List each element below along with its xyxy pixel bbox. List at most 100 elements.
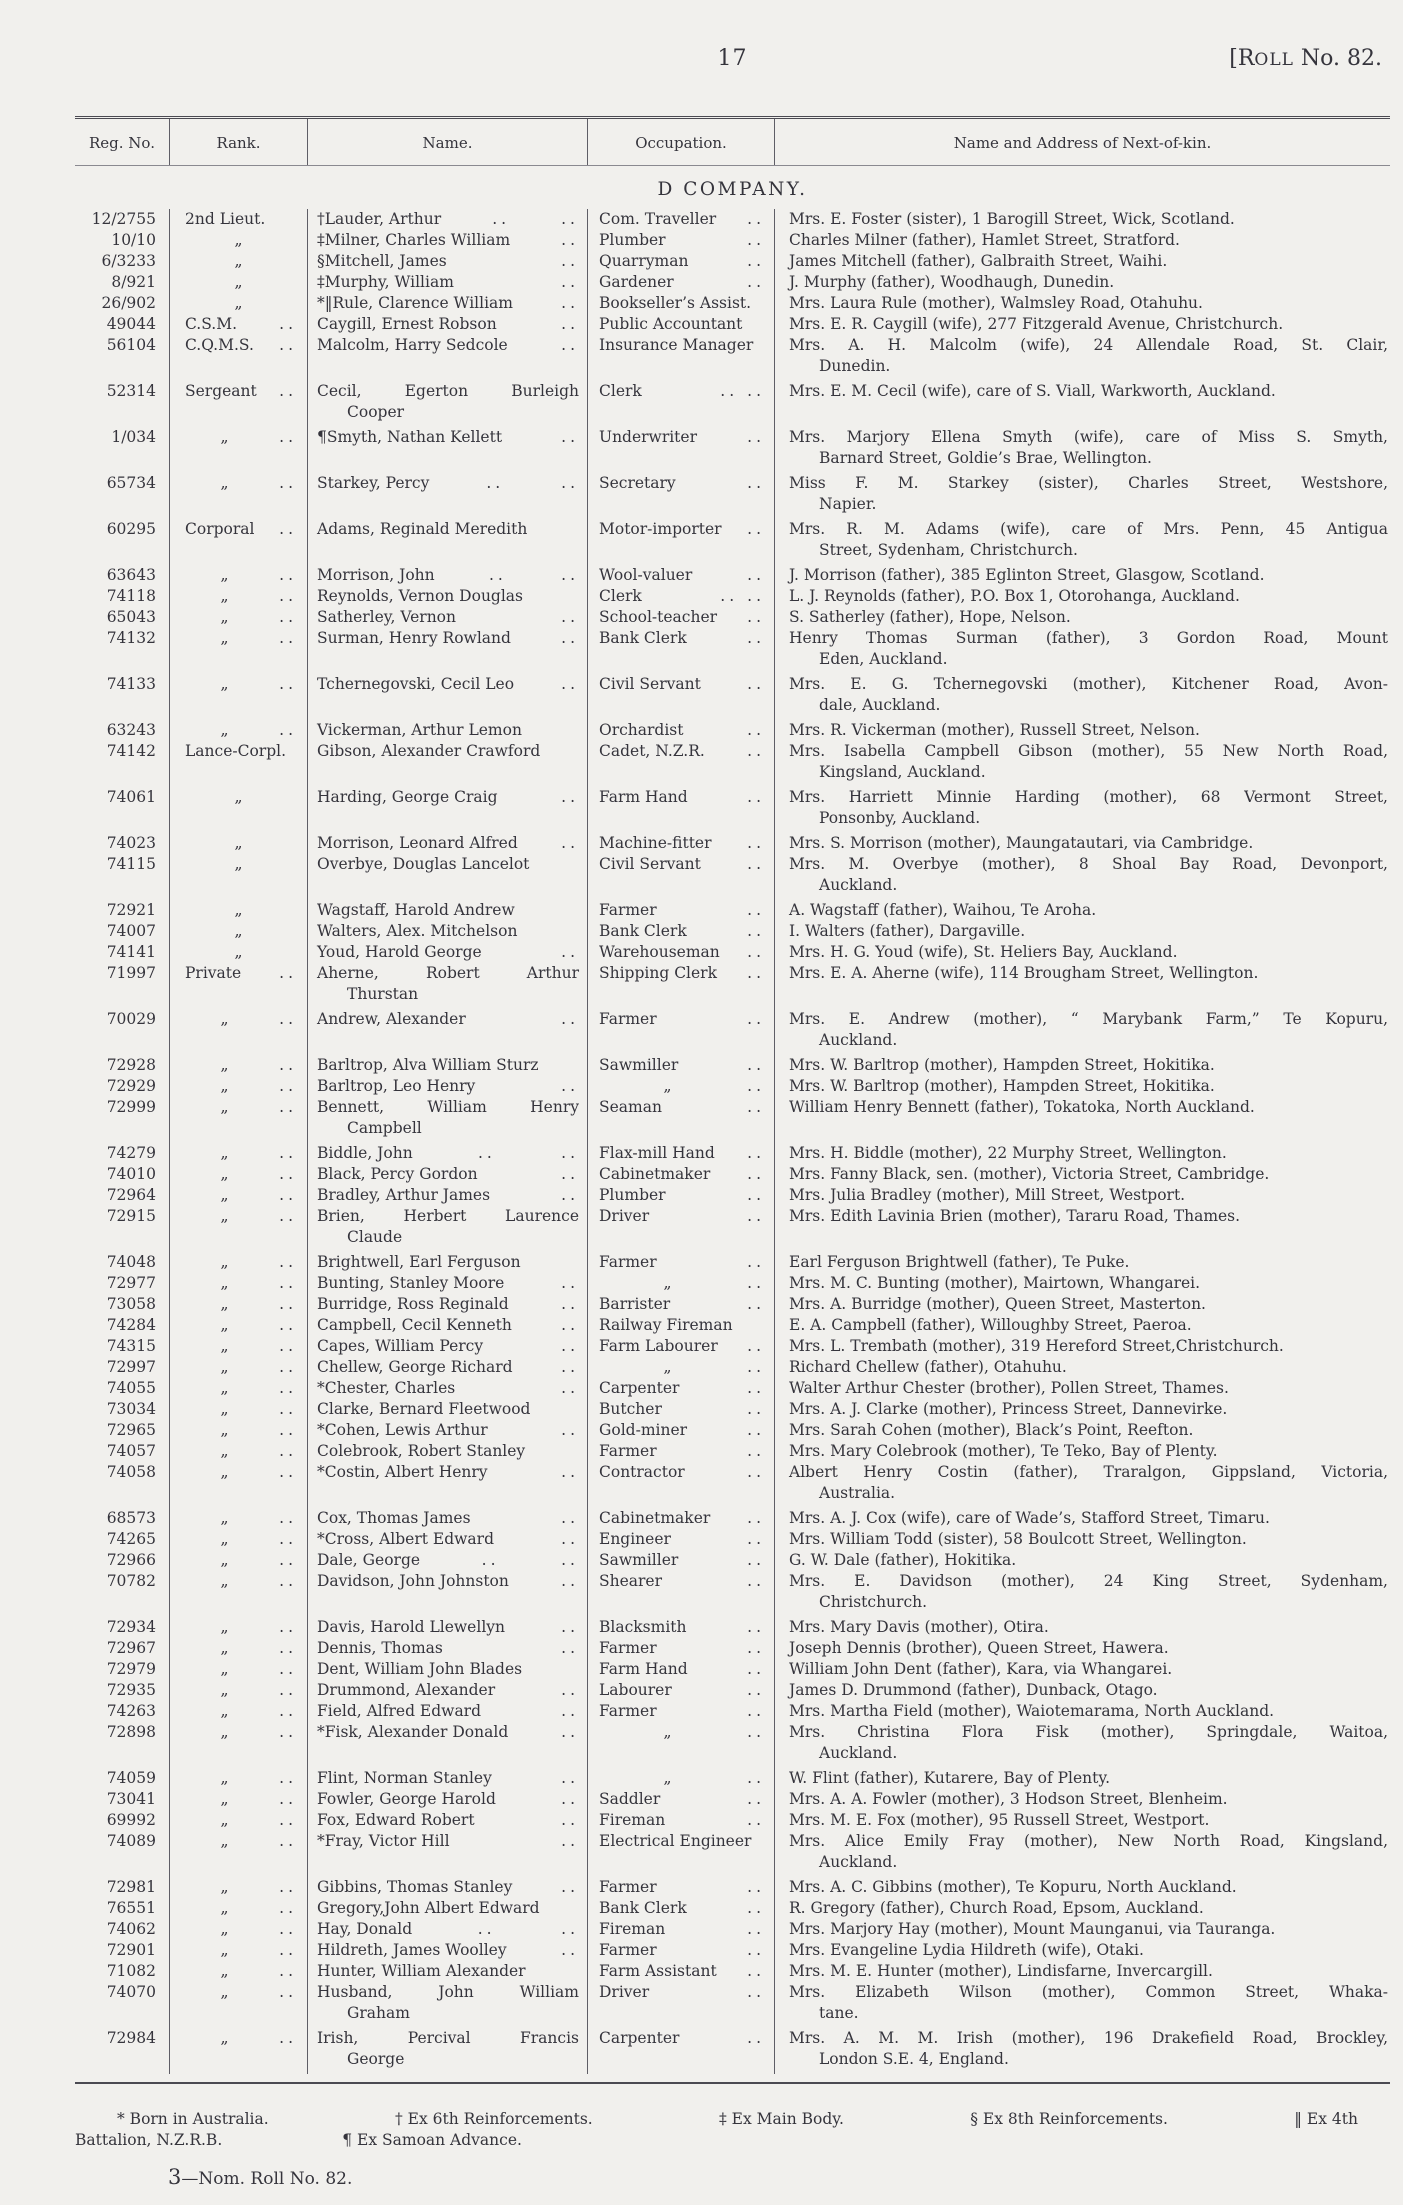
occupation-value: Farmer	[599, 1639, 657, 1657]
next-of-kin-line-1: Henry Thomas Surman (father), 3 Gordon R…	[789, 629, 1388, 647]
next-of-kin-cell: Mrs. A. C. Gibbins (mother), Te Kopuru, …	[775, 1877, 1390, 1898]
leader-dots: ..	[279, 2029, 297, 2047]
next-of-kin-cell: Walter Arthur Chester (brother), Pollen …	[775, 1378, 1390, 1399]
occupation-cell: Quarryman..	[588, 251, 775, 272]
rank-cell: C.Q.M.S...	[170, 335, 308, 381]
reg-no-value: 72967	[106, 1639, 156, 1657]
leader-dots: ..	[747, 1639, 765, 1657]
footnote-item: § Ex 8th Reinforcements.	[970, 2110, 1168, 2128]
leader-dots: ..	[747, 1769, 765, 1787]
leader-dots: ..	[561, 1878, 579, 1896]
leader-dots: ..	[279, 1010, 297, 1028]
reg-no-value: 74089	[106, 1832, 156, 1850]
next-of-kin-cell: Mrs. Julia Bradley (mother), Mill Street…	[775, 1185, 1390, 1206]
next-of-kin-cell: Mrs. M. E. Hunter (mother), Lindisfarne,…	[775, 1961, 1390, 1982]
occupation-value: Fireman	[599, 1811, 666, 1829]
leader-dots: ..	[561, 1639, 579, 1657]
leader-dots: ..	[747, 1463, 765, 1481]
leader-dots: ..	[747, 742, 765, 760]
next-of-kin-line-1: Albert Henry Costin (father), Traralgon,…	[789, 1463, 1388, 1481]
name-cell: Field, Alfred Edward..	[308, 1701, 588, 1722]
occupation-cell: Plumber..	[588, 230, 775, 251]
occupation-value: Quarryman	[599, 252, 689, 270]
reg-no-cell: 74007	[75, 921, 170, 942]
occupation-value: Bank Clerk	[599, 1899, 687, 1917]
table-row: 73041 „.. Fowler, George Harold.. Saddler..…	[75, 1789, 1390, 1810]
name-cell: Adams, Reginald Meredith	[308, 519, 588, 565]
leader-dots: ..	[561, 675, 579, 693]
name-line-2: Cooper	[347, 403, 405, 421]
reg-no-value: 74279	[106, 1144, 156, 1162]
leader-dots: ..	[279, 1253, 297, 1271]
rank-cell: „..	[170, 1940, 308, 1961]
next-of-kin-cell: William John Dent (father), Kara, via Wh…	[775, 1659, 1390, 1680]
occupation-cell: Clerk....	[588, 381, 775, 427]
table-row: 74142 Lance-Corpl. Gibson, Alexander Crawf…	[75, 741, 1390, 787]
rank-ditto-mark: „	[220, 1400, 229, 1418]
name-value: Overbye, Douglas Lancelot	[317, 855, 530, 873]
leader-dots: ..	[279, 428, 297, 446]
leader-dots: ..	[279, 1186, 297, 1204]
rank-ditto-mark: „	[220, 1295, 229, 1313]
leader-dots: ..	[747, 1358, 765, 1376]
occupation-cell: Motor-importer..	[588, 519, 775, 565]
rank-value: C.Q.M.S.	[185, 336, 254, 354]
reg-no-cell: 74070	[75, 1982, 170, 2028]
next-of-kin-line-1: Mrs. R. Vickerman (mother), Russell Stre…	[789, 721, 1200, 739]
rank-ditto-mark: „	[220, 1878, 229, 1896]
name-line: Bradley, Arthur James..	[317, 1185, 579, 1206]
rank-ditto-mark: „	[220, 1832, 229, 1850]
name-value: Barltrop, Leo Henry	[317, 1077, 476, 1095]
rank-ditto-mark: „	[220, 1899, 229, 1917]
rank-ditto-mark: „	[220, 1186, 229, 1204]
name-cell: Burridge, Ross Reginald..	[308, 1294, 588, 1315]
name-cell: Tchernegovski, Cecil Leo..	[308, 674, 588, 720]
occupation-cell: Cadet, N.Z.R...	[588, 741, 775, 787]
footnote-item: Battalion, N.Z.R.B.	[75, 2131, 223, 2149]
leader-dots: ..	[747, 2029, 765, 2047]
reg-no-value: 74142	[106, 742, 156, 760]
rank-cell: C.S.M...	[170, 314, 308, 335]
rank-ditto-mark: „	[220, 1572, 229, 1590]
name-line: Gibson, Alexander Crawford	[317, 741, 579, 762]
leader-dots: ..	[747, 1790, 765, 1808]
name-cell: Starkey, Percy....	[308, 473, 588, 519]
table-row: 72929 „.. Barltrop, Leo Henry.. „.. Mrs. W. …	[75, 1076, 1390, 1097]
leader-dots: ..	[279, 1639, 297, 1657]
occupation-cell: Bank Clerk..	[588, 921, 775, 942]
occupation-cell: „..	[588, 1357, 775, 1378]
rank-cell: „..	[170, 1055, 308, 1076]
next-of-kin-cell: Mrs. Marjory Hay (mother), Mount Maungan…	[775, 1919, 1390, 1940]
next-of-kin-cell: Mrs. E. Andrew (mother), “ Marybank Farm…	[775, 1009, 1390, 1055]
occupation-cell: Shearer..	[588, 1571, 775, 1617]
next-of-kin-cell: L. J. Reynolds (father), P.O. Box 1, Oto…	[775, 586, 1390, 607]
occupation-value: Farmer	[599, 1702, 657, 1720]
occupation-cell: Sawmiller..	[588, 1550, 775, 1571]
name-line: *Fisk, Alexander Donald..	[317, 1722, 579, 1743]
name-line: *‖Rule, Clarence William..	[317, 293, 579, 314]
leader-dots: ..	[747, 1530, 765, 1548]
leader-dots: ..	[561, 1165, 579, 1183]
occupation-value: Bank Clerk	[599, 629, 687, 647]
leader-dots: ..	[747, 587, 765, 605]
occupation-cell: Gold-miner..	[588, 1420, 775, 1441]
rank-ditto-mark: „	[220, 2029, 229, 2047]
rank-ditto-mark: „	[220, 1941, 229, 1959]
leader-dots: ..	[747, 1379, 765, 1397]
rank-ditto-mark: „	[220, 1551, 229, 1569]
next-of-kin-line-1: Joseph Dennis (brother), Queen Street, H…	[789, 1639, 1169, 1657]
name-cell: Wagstaff, Harold Andrew	[308, 900, 588, 921]
leader-dots: ..	[279, 1832, 297, 1850]
leader-dots: ..	[279, 608, 297, 626]
next-of-kin-line-1: Mrs. W. Barltrop (mother), Hampden Stree…	[789, 1056, 1215, 1074]
name-cell: Brien, Herbert Laurence Claude	[308, 1206, 588, 1252]
name-cell: Andrew, Alexander..	[308, 1009, 588, 1055]
name-line: Black, Percy Gordon..	[317, 1164, 579, 1185]
name-cell: Aherne, Robert Arthur Thurstan	[308, 963, 588, 1009]
next-of-kin-line-1: R. Gregory (father), Church Road, Epsom,…	[789, 1899, 1204, 1917]
occupation-value: Farm Hand	[599, 1660, 688, 1678]
leader-dots: ..	[561, 273, 579, 291]
next-of-kin-cell: Mrs. Edith Lavinia Brien (mother), Tarar…	[775, 1206, 1390, 1252]
name-line: Walters, Alex. Mitchelson	[317, 921, 579, 942]
occupation-cell: Sawmiller..	[588, 1055, 775, 1076]
